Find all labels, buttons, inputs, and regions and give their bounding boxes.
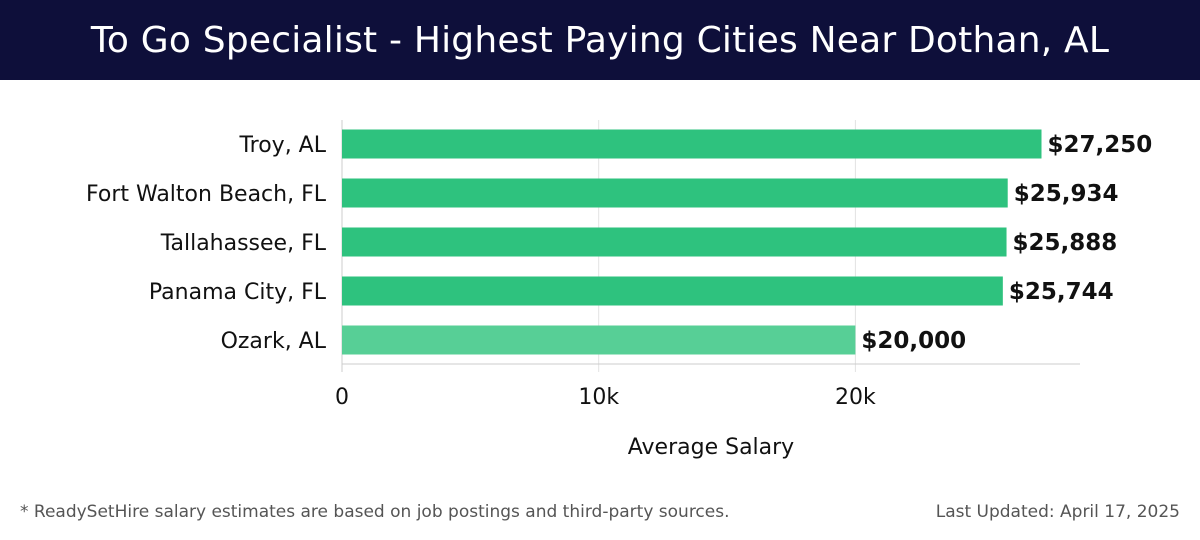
footnote: * ReadySetHire salary estimates are base… <box>20 502 730 522</box>
x-tick-label: 0 <box>335 385 349 410</box>
bar <box>342 129 1042 159</box>
last-updated: Last Updated: April 17, 2025 <box>935 502 1180 522</box>
category-label: Tallahassee, FL <box>160 231 327 256</box>
value-label: $20,000 <box>861 328 966 354</box>
bar-chart: 0 10k 20k Troy, AL $27,250 Fort Walton Beach,… <box>86 120 1152 460</box>
value-label: $25,744 <box>1009 279 1114 305</box>
x-tick-label: 10k <box>578 385 619 410</box>
category-label: Ozark, AL <box>221 329 327 354</box>
x-axis-title: Average Salary <box>628 435 794 460</box>
chart-title: To Go Specialist - Highest Paying Cities… <box>90 19 1110 61</box>
value-label: $25,934 <box>1014 181 1119 207</box>
category-label: Troy, AL <box>238 133 326 158</box>
category-label: Fort Walton Beach, FL <box>86 182 327 207</box>
x-tick-label: 20k <box>835 385 876 410</box>
bar <box>342 178 1008 208</box>
bar <box>342 227 1007 257</box>
category-label: Panama City, FL <box>149 280 327 305</box>
chart-header: To Go Specialist - Highest Paying Cities… <box>0 0 1200 80</box>
value-label: $27,250 <box>1047 132 1152 158</box>
value-label: $25,888 <box>1013 230 1118 256</box>
bar <box>342 325 856 355</box>
bar <box>342 276 1003 306</box>
